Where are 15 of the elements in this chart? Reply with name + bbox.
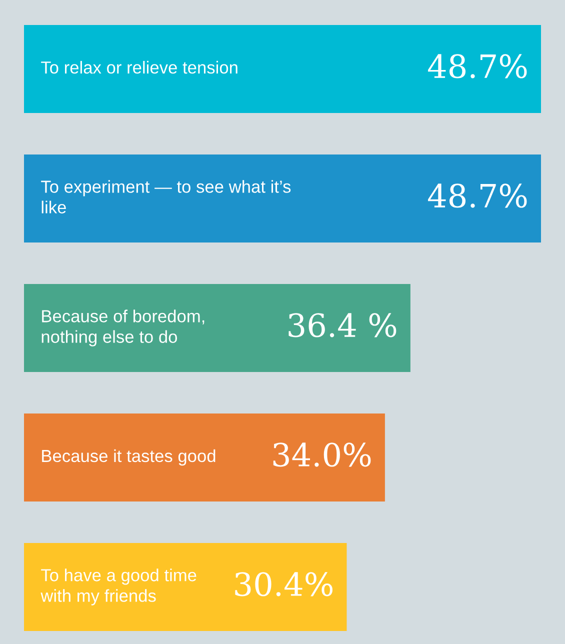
bar: [24, 542, 347, 631]
bar: [24, 284, 410, 372]
data-label: 30.4%: [235, 572, 332, 596]
y-tick-label: To relax or relieve tension: [41, 60, 238, 74]
y-tick-label: To experiment — to see what it’s like: [41, 180, 291, 214]
data-label: 48.7%: [428, 184, 527, 208]
bar: [24, 25, 541, 114]
bar: [24, 154, 541, 243]
data-label: 34.0%: [273, 442, 371, 467]
y-tick-label: Because of boredom, nothing else to do: [42, 310, 204, 346]
y-tick-label: To have a good time with my friends: [40, 568, 196, 606]
bar: [24, 413, 385, 502]
y-tick-label: Because it tastes good: [42, 449, 216, 466]
data-label: 48.7%: [428, 54, 527, 78]
data-label: 36.4 %: [288, 313, 396, 338]
